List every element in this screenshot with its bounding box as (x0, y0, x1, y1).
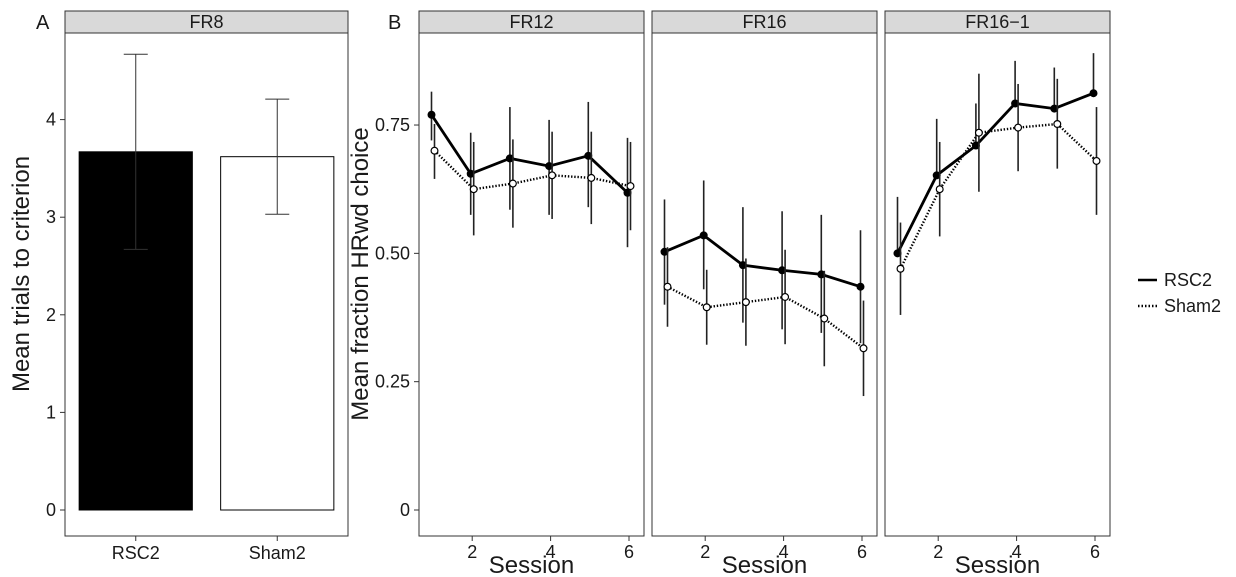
facet-strip-label-fr12: FR12 (509, 12, 553, 32)
panel-b: B Mean fraction HRwd choice FR12 0 0.25 0.5… (347, 10, 1111, 577)
y-tick-label-b: 0.75 (375, 115, 410, 135)
x-axis-title-fr12: Session (489, 552, 574, 577)
line-rsc2 (896, 91, 1095, 254)
line-rsc2 (430, 113, 629, 194)
x-tick-label-b: 2 (933, 542, 943, 562)
x-tick-label-sham2: Sham2 (249, 543, 306, 563)
x-tick-label-b: 4 (546, 542, 556, 562)
x-axis-title-fr16: Session (722, 552, 807, 577)
point-sham2 (587, 173, 596, 182)
y-tick-label-a: 2 (46, 305, 56, 325)
point-sham2 (781, 292, 790, 301)
y-tick-label-a: 3 (46, 207, 56, 227)
facet-fr12: FR12 0 0.25 0.50 0.75 2 4 6 Session (375, 10, 645, 577)
point-sham2 (741, 298, 750, 307)
point-sham2 (430, 146, 439, 155)
x-tick-label-b: 2 (467, 542, 477, 562)
plot-area-fr16 (651, 32, 878, 537)
series-sham2-fr16-1 (896, 73, 1101, 315)
y-tick-label-b: 0 (400, 500, 410, 520)
point-sham2 (1092, 156, 1101, 165)
line-rsc2 (663, 233, 861, 289)
plot-area-fr16-1 (884, 32, 1111, 537)
facet-fr16-1: FR16−1 2 4 6 Session (884, 10, 1111, 577)
x-tick-label-rsc2: RSC2 (112, 543, 160, 563)
x-tick-label-b: 6 (857, 542, 867, 562)
series-sham2-fr16 (663, 247, 868, 397)
line-sham2 (666, 285, 865, 350)
x-tick-label-b: 2 (700, 542, 710, 562)
panel-b-facets: FR12 0 0.25 0.50 0.75 2 4 6 Session FR16 2 4 6 Sessio… (375, 10, 1111, 577)
point-rsc2 (856, 282, 865, 291)
facet-strip-label-fr16-1: FR16−1 (965, 12, 1030, 32)
panel-a-marks: 0 1 2 3 4 RSC2 Sham2 (46, 53, 335, 563)
y-tick-label-b: 0.25 (375, 372, 410, 392)
bar-sham2 (220, 156, 335, 511)
y-tick-label-a: 1 (46, 402, 56, 422)
point-rsc2 (1089, 89, 1098, 98)
point-sham2 (626, 182, 635, 191)
line-sham2 (433, 149, 631, 191)
legend: RSC2 Sham2 (1138, 270, 1221, 316)
facet-strip-fr8-label: FR8 (189, 12, 223, 32)
point-rsc2 (699, 231, 708, 240)
y-tick-label-a: 0 (46, 500, 56, 520)
panel-b-letter: B (388, 12, 401, 34)
panel-a-letter: A (36, 12, 50, 34)
x-axis-title-fr16-1: Session (955, 552, 1040, 577)
point-sham2 (935, 185, 944, 194)
facet-fr16: FR16 2 4 6 Session (651, 10, 878, 577)
point-sham2 (974, 128, 983, 137)
legend-label-sham2: Sham2 (1164, 296, 1221, 316)
point-sham2 (702, 303, 711, 312)
point-sham2 (896, 264, 905, 273)
point-sham2 (1014, 123, 1023, 132)
x-tick-label-b: 4 (1012, 542, 1022, 562)
y-axis-title-a: Mean trials to criterion (8, 156, 35, 392)
line-sham2 (899, 122, 1098, 270)
point-sham2 (663, 282, 672, 291)
x-tick-label-b: 6 (624, 542, 634, 562)
series-sham2-fr12 (430, 123, 635, 236)
panel-a: A FR8 0 1 2 3 4 RSC2 Sham2 Mean trials to crit… (8, 10, 349, 563)
point-sham2 (820, 314, 829, 323)
facet-strip-label-fr16: FR16 (742, 12, 786, 32)
point-sham2 (508, 179, 517, 188)
point-rsc2 (427, 110, 436, 119)
y-tick-label-a: 4 (46, 110, 56, 130)
x-tick-label-b: 4 (779, 542, 789, 562)
point-sham2 (548, 171, 557, 180)
point-sham2 (1053, 119, 1062, 128)
y-tick-label-b: 0.50 (375, 243, 410, 263)
series-rsc2-fr12 (427, 91, 632, 248)
point-sham2 (469, 185, 478, 194)
x-tick-label-b: 6 (1090, 542, 1100, 562)
plot-area-fr12 (418, 32, 645, 537)
legend-label-rsc2: RSC2 (1164, 270, 1212, 290)
y-axis-title-b: Mean fraction HRwd choice (347, 127, 374, 420)
point-sham2 (859, 344, 868, 353)
